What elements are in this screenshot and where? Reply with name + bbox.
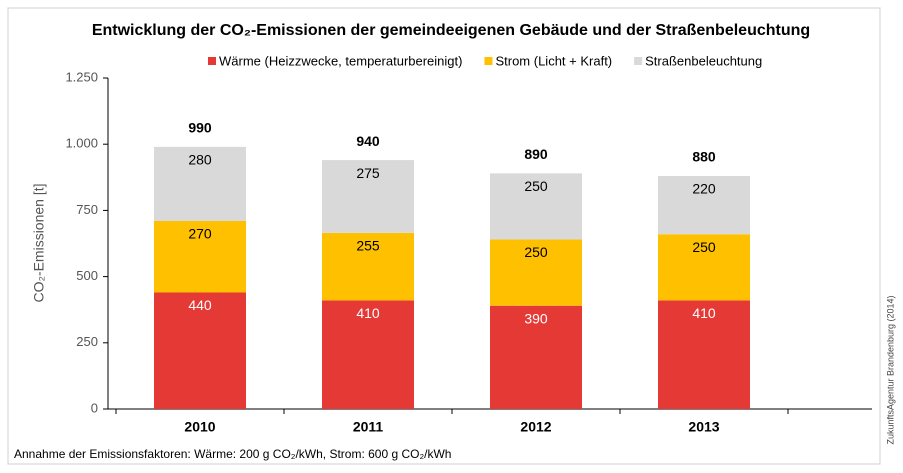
source: ZukunftsAgentur Brandenburg (2014) <box>885 295 895 444</box>
bar-segment <box>322 232 414 301</box>
legend-swatch <box>634 57 643 65</box>
bar-segment <box>658 234 750 301</box>
bar-segment <box>154 220 246 293</box>
value-label: 270 <box>188 226 212 242</box>
bar-segment <box>490 173 582 240</box>
value-label: 275 <box>356 165 380 181</box>
bar-segment <box>658 300 750 409</box>
x-tick-label: 2010 <box>184 419 215 435</box>
y-tick-label: 1.250 <box>65 69 98 84</box>
value-label: 220 <box>692 181 716 197</box>
value-label: 410 <box>692 305 716 321</box>
y-tick-label: 250 <box>76 334 98 349</box>
value-label: 390 <box>524 310 548 326</box>
legend-label: Wärme (Heizzwecke, temperaturbereinigt) <box>219 53 462 68</box>
total-label: 880 <box>692 149 716 165</box>
legend-label: Strom (Licht + Kraft) <box>495 53 612 68</box>
x-tick-label: 2011 <box>353 419 384 435</box>
footnote: Annahme der Emissionsfaktoren: Wärme: 20… <box>14 447 451 461</box>
bar-segment <box>658 175 750 235</box>
legend-label: Straßenbeleuchtung <box>645 53 762 68</box>
value-label: 280 <box>188 152 212 168</box>
x-tick-label: 2012 <box>520 419 551 435</box>
legend-swatch <box>208 57 216 65</box>
value-label: 250 <box>524 244 548 260</box>
legend-swatch <box>484 57 493 65</box>
y-tick-label: 750 <box>76 202 98 217</box>
bar-segment <box>490 239 582 306</box>
total-label: 940 <box>356 133 380 149</box>
y-tick-label: 1.000 <box>65 136 98 151</box>
value-label: 250 <box>692 239 716 255</box>
bar-segment <box>154 146 246 221</box>
y-tick-label: 0 <box>91 400 98 415</box>
value-label: 410 <box>356 305 380 321</box>
x-tick-label: 2013 <box>688 419 719 435</box>
bar-segment <box>490 305 582 409</box>
chart-title: Entwicklung der CO₂-Emissionen der gemei… <box>92 22 810 39</box>
bar-segment <box>154 292 246 409</box>
value-label: 255 <box>356 238 380 254</box>
y-axis-label: CO₂-Emissionen [t] <box>31 183 47 302</box>
total-label: 990 <box>188 120 212 136</box>
value-label: 440 <box>188 297 212 313</box>
value-label: 250 <box>524 178 548 194</box>
total-label: 890 <box>524 146 548 162</box>
y-tick-label: 500 <box>76 268 98 283</box>
bar-segment <box>322 160 414 233</box>
bar-segment <box>322 300 414 409</box>
